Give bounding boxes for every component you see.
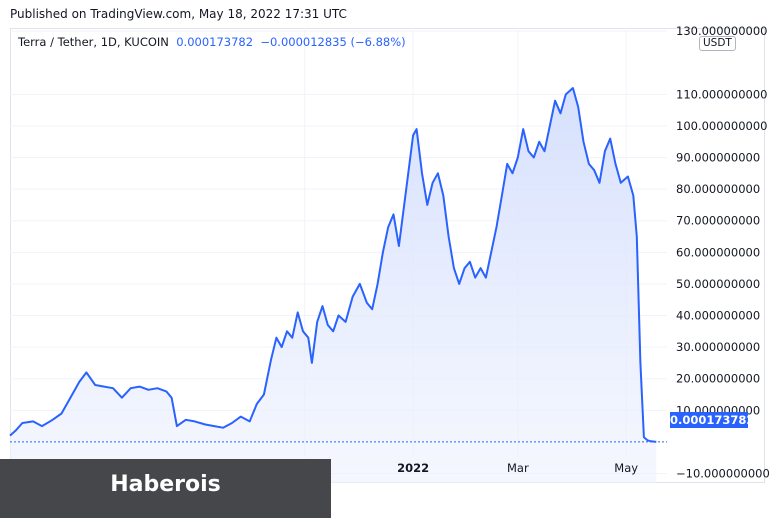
y-tick-label: 70.000000000 [676,214,760,228]
y-tick-label: 80.000000000 [676,182,760,196]
y-tick-label: 20.000000000 [676,372,760,386]
legend: Terra / Tether, 1D, KUCOIN 0.000173782 −… [18,35,406,49]
y-tick-label: 130.000000000 [676,24,767,38]
legend-change: −0.000012835 (−6.88%) [260,35,406,49]
published-note: Published on TradingView.com, May 18, 20… [10,7,347,21]
y-axis-ticks: 130.000000000 110.000000000 100.000000000 9… [676,24,770,480]
y-tick-label: 30.000000000 [676,340,760,354]
y-tick-label: 40.000000000 [676,309,760,323]
y-tick-label: 110.000000000 [676,87,767,101]
y-tick-label: 100.000000000 [676,119,767,133]
last-price-tag: 0.000173782 [670,412,755,428]
price-area [10,88,657,483]
x-tick-label: Mar [507,461,529,475]
y-tick-label: −10.000000000 [676,467,770,481]
price-line [9,87,657,443]
x-tick-label: May [614,461,638,475]
legend-last-value: 0.000173782 [176,35,254,49]
y-tick-label: 90.000000000 [676,151,760,165]
y-tick-label: 50.000000000 [676,277,760,291]
currency-label[interactable]: USDT [699,36,736,51]
y-tick-label: 60.000000000 [676,245,760,259]
x-tick-label: 2022 [397,461,429,475]
legend-symbol: Terra / Tether, 1D, KUCOIN [18,35,169,49]
watermark: Haberois [0,459,331,518]
